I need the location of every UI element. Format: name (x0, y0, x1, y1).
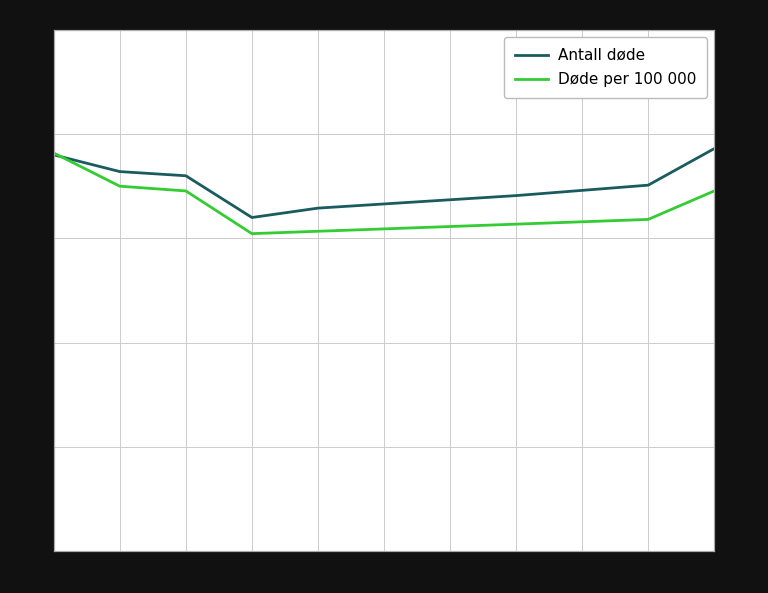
Døde per 100 000 (511, 221, 521, 228)
Line: Antall døde: Antall døde (54, 149, 714, 218)
Antall døde (181, 172, 190, 179)
Antall døde (379, 200, 389, 208)
Døde per 100 000 (578, 218, 587, 225)
Antall døde (313, 205, 323, 212)
Antall døde (578, 187, 587, 194)
Line: Døde per 100 000: Døde per 100 000 (54, 153, 714, 234)
Antall døde (49, 151, 58, 158)
Døde per 100 000 (181, 187, 190, 195)
Døde per 100 000 (710, 187, 719, 195)
Døde per 100 000 (313, 228, 323, 235)
Døde per 100 000 (445, 223, 455, 230)
Antall døde (247, 214, 257, 221)
Antall døde (511, 192, 521, 199)
Døde per 100 000 (49, 149, 58, 157)
Døde per 100 000 (115, 183, 124, 190)
Antall døde (644, 181, 653, 189)
Antall døde (445, 196, 455, 203)
Døde per 100 000 (644, 216, 653, 223)
Antall døde (115, 168, 124, 175)
Døde per 100 000 (379, 225, 389, 232)
Legend: Antall døde, Døde per 100 000: Antall døde, Døde per 100 000 (504, 37, 707, 98)
Antall døde (710, 145, 719, 152)
Døde per 100 000 (247, 230, 257, 237)
